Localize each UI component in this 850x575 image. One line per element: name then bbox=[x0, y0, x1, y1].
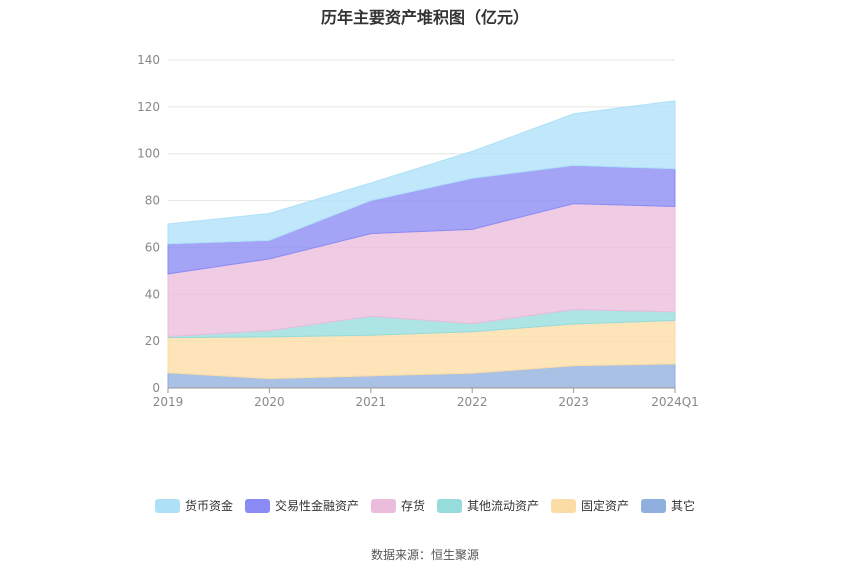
legend-item[interactable]: 其它 bbox=[641, 497, 695, 514]
legend-swatch bbox=[551, 498, 577, 513]
legend-swatch bbox=[370, 498, 396, 513]
legend-label: 其他流动资产 bbox=[467, 499, 540, 513]
legend-label: 固定资产 bbox=[581, 499, 630, 513]
legend-item[interactable]: 货币资金 bbox=[154, 497, 233, 514]
y-tick-label: 40 bbox=[145, 287, 160, 301]
legend-swatch bbox=[437, 498, 462, 513]
legend-item[interactable]: 其他流动资产 bbox=[437, 497, 539, 514]
area-series bbox=[167, 100, 676, 245]
data-source-note: 数据来源：恒生聚源 bbox=[370, 548, 479, 562]
legend-label: 货币资金 bbox=[184, 499, 233, 513]
x-tick-label: 2021 bbox=[356, 395, 387, 409]
y-tick-label: 80 bbox=[145, 194, 160, 208]
x-tick-label: 2024Q1 bbox=[651, 395, 699, 409]
legend-label: 交易性金融资产 bbox=[274, 499, 359, 513]
y-tick-label: 20 bbox=[145, 334, 160, 348]
legend-swatch bbox=[154, 498, 180, 513]
chart-legend: 货币资金 交易性金融资产 存货 其他流动资产 固定资产 其它 bbox=[0, 497, 850, 514]
legend-swatch bbox=[641, 498, 667, 513]
legend-label: 其它 bbox=[671, 499, 696, 513]
x-tick-label: 2020 bbox=[254, 395, 285, 409]
x-tick-label: 2019 bbox=[153, 395, 184, 409]
legend-item[interactable]: 交易性金融资产 bbox=[244, 497, 359, 514]
x-tick-label: 2022 bbox=[457, 395, 488, 409]
y-tick-label: 120 bbox=[137, 100, 160, 114]
legend-swatch bbox=[244, 498, 270, 513]
chart-title: 历年主要资产堆积图（亿元） bbox=[320, 8, 529, 27]
y-tick-label: 0 bbox=[152, 381, 160, 395]
legend-item[interactable]: 固定资产 bbox=[551, 497, 629, 514]
legend-item[interactable]: 存货 bbox=[370, 497, 425, 514]
y-tick-label: 140 bbox=[137, 53, 160, 67]
x-tick-label: 2023 bbox=[558, 395, 589, 409]
y-tick-label: 100 bbox=[137, 147, 160, 161]
legend-label: 存货 bbox=[400, 499, 425, 513]
y-tick-label: 60 bbox=[145, 240, 160, 254]
